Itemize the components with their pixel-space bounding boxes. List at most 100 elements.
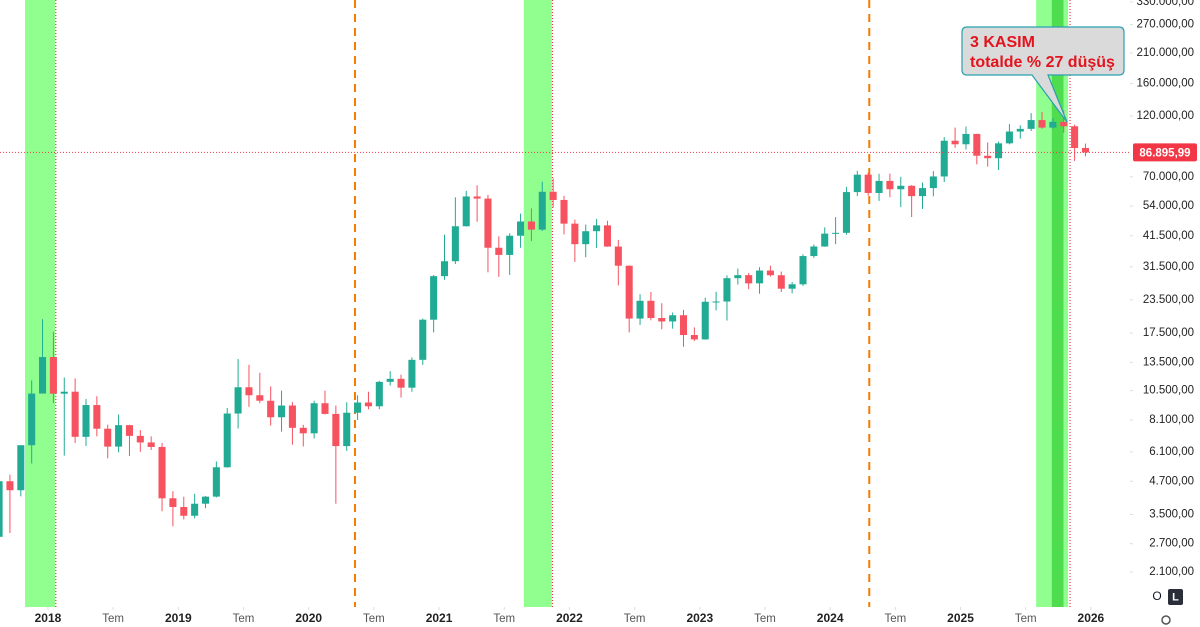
y-tick-label: 17.500,00 xyxy=(1143,327,1194,339)
scale-button[interactable]: O xyxy=(1152,589,1161,603)
y-tick-label: 2.700,00 xyxy=(1149,538,1194,550)
candle-body xyxy=(484,198,492,248)
candle-body xyxy=(6,481,14,491)
x-tick-label: Tem xyxy=(493,613,515,625)
candle-body xyxy=(625,265,633,319)
x-tick-label: Tem xyxy=(624,613,646,625)
candle-body xyxy=(832,232,840,234)
x-tick-label: Tem xyxy=(1015,613,1037,625)
candle-body xyxy=(766,270,774,276)
x-tick-label: 2022 xyxy=(556,611,583,625)
candle-body xyxy=(419,319,427,360)
y-tick-label: 31.500,00 xyxy=(1143,261,1194,273)
candle-body xyxy=(1005,131,1013,144)
candle-body xyxy=(364,402,372,407)
candle-body xyxy=(701,301,709,340)
candle-body xyxy=(636,300,644,319)
candle-body xyxy=(799,256,807,285)
candle-body xyxy=(995,143,1003,159)
candle-body xyxy=(929,176,937,189)
y-tick-label: 270.000,00 xyxy=(1136,19,1194,31)
x-tick-label: 2020 xyxy=(295,611,322,625)
y-tick-label: 3.500,00 xyxy=(1149,508,1194,520)
y-tick-label: 23.500,00 xyxy=(1143,294,1194,306)
candle-body xyxy=(745,275,753,284)
candle-body xyxy=(354,402,362,413)
candle-body xyxy=(560,199,568,224)
candle-body xyxy=(495,247,503,255)
candle-body xyxy=(777,275,785,289)
x-tick-label: Tem xyxy=(884,613,906,625)
candle-body xyxy=(430,276,438,320)
candle-body xyxy=(278,405,286,418)
candle-body xyxy=(690,335,698,340)
x-tick-label: 2018 xyxy=(35,611,62,625)
candle-body xyxy=(571,223,579,245)
candle-body xyxy=(288,405,296,428)
x-tick-label: Tem xyxy=(363,613,385,625)
candle-body xyxy=(104,428,112,447)
y-tick-label: 330.000,00 xyxy=(1136,0,1194,8)
highlight-range xyxy=(25,0,56,607)
x-tick-label: 2019 xyxy=(165,611,192,625)
scale-button-bg[interactable] xyxy=(1168,589,1183,605)
y-tick-label: 41.500,00 xyxy=(1143,230,1194,242)
candle-body xyxy=(1060,121,1068,127)
candle-body xyxy=(788,284,796,289)
y-tick-label: 120.000,00 xyxy=(1136,110,1194,122)
x-tick-label: Tem xyxy=(754,613,776,625)
candles xyxy=(0,110,1130,537)
candle-body xyxy=(49,357,57,394)
candle-body xyxy=(408,359,416,388)
candle-body xyxy=(440,261,449,277)
candle-body xyxy=(321,403,329,414)
candle-body xyxy=(1081,147,1089,153)
last-price-tag xyxy=(1133,143,1197,162)
candle-body xyxy=(875,180,883,193)
x-tick-label: 2021 xyxy=(426,611,453,625)
candle-body xyxy=(679,315,688,336)
candle-body xyxy=(897,185,905,190)
y-tick-label: 54.000,00 xyxy=(1143,200,1194,212)
callout-box xyxy=(961,26,1125,123)
candle-body xyxy=(93,405,101,429)
scale-button[interactable]: L xyxy=(1172,591,1179,603)
candle-body xyxy=(593,225,601,232)
candle-body xyxy=(386,378,394,382)
candle-body xyxy=(734,275,742,279)
candle-body xyxy=(299,427,307,434)
candle-body xyxy=(256,395,264,401)
candle-body xyxy=(951,140,959,145)
y-tick-label: 210.000,00 xyxy=(1136,47,1194,59)
y-tick-label: 2.100,00 xyxy=(1149,566,1194,578)
candle-body xyxy=(582,231,590,245)
candle-body xyxy=(842,192,850,233)
candle-body xyxy=(0,481,3,537)
annotation: 3 KASIM totalde % 27 düşüş xyxy=(961,26,1125,123)
settings-icon[interactable] xyxy=(1161,615,1171,625)
candle-body xyxy=(125,425,133,436)
y-tick-label: 160.000,00 xyxy=(1136,78,1194,90)
candle-body xyxy=(517,221,525,236)
candle-body xyxy=(647,300,655,319)
callout-text: 3 KASIM xyxy=(970,34,1035,51)
candle-body xyxy=(191,503,199,516)
x-tick-label: Tem xyxy=(233,613,255,625)
candle-body xyxy=(375,381,383,407)
candle-body xyxy=(201,496,210,504)
candle-body xyxy=(223,413,231,468)
event-lines xyxy=(55,0,1071,607)
candle-body xyxy=(821,233,829,247)
candle-body xyxy=(940,140,948,177)
candle-body xyxy=(234,387,242,414)
candle-body xyxy=(1027,120,1035,129)
candle-body xyxy=(17,445,25,491)
candle-body xyxy=(669,315,677,322)
candle-body xyxy=(267,400,275,418)
candle-body xyxy=(886,180,894,190)
y-tick-label: 70.000,00 xyxy=(1143,171,1194,183)
candle-body xyxy=(918,188,927,197)
y-tick-label: 8.100,00 xyxy=(1149,414,1194,426)
